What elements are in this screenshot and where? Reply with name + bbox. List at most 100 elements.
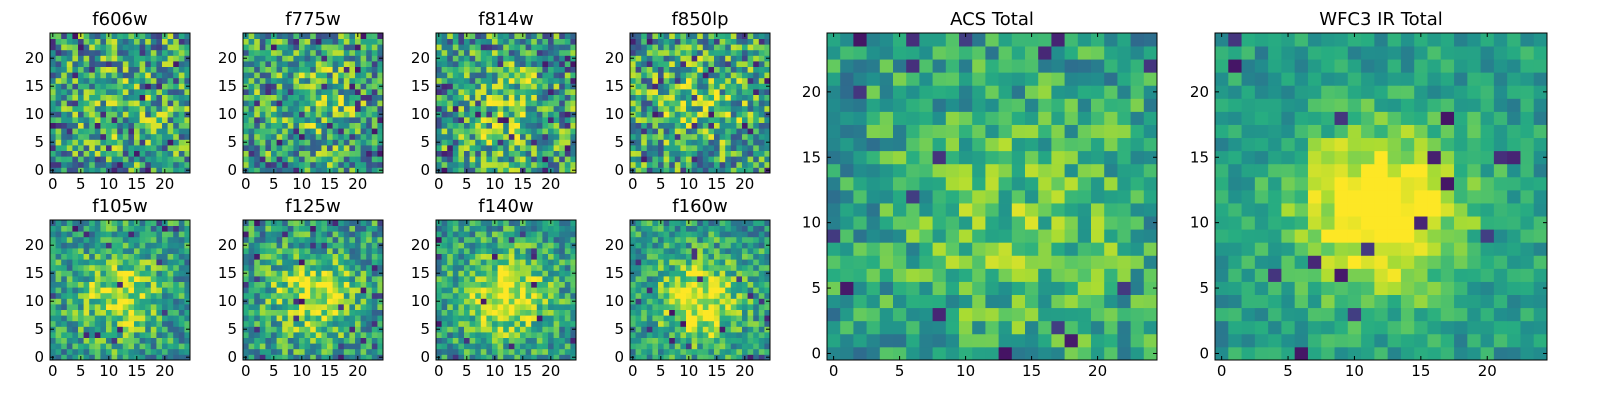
heatmap-cell — [630, 100, 636, 107]
heatmap-cell — [271, 128, 277, 135]
heatmap-cell — [508, 259, 515, 266]
heatmap-cell — [680, 354, 687, 361]
heatmap-cell — [452, 337, 459, 344]
heatmap-cell — [178, 264, 185, 271]
heatmap-cell — [753, 111, 760, 118]
heatmap-cell — [61, 225, 68, 232]
heatmap-cell — [708, 332, 715, 338]
heatmap-cell — [548, 38, 554, 45]
heatmap-cell — [276, 276, 283, 282]
heatmap-cell — [492, 49, 498, 56]
heatmap-cell — [641, 44, 648, 51]
heatmap-cell — [173, 133, 180, 140]
heatmap-cell — [254, 111, 261, 118]
heatmap-cell — [736, 100, 743, 107]
heatmap-cell — [355, 281, 361, 288]
heatmap-cell — [327, 281, 333, 288]
heatmap-cell — [117, 156, 124, 163]
heatmap-cell — [542, 133, 549, 140]
heatmap-cell — [78, 264, 84, 271]
heatmap-cell — [50, 231, 56, 238]
heatmap-cell — [702, 55, 709, 62]
heatmap-cell — [475, 117, 482, 123]
heatmap-cell — [61, 348, 68, 355]
heatmap-cell — [349, 100, 356, 107]
heatmap-cell — [663, 167, 670, 174]
heatmap-cell — [299, 236, 305, 243]
heatmap-cell — [475, 49, 482, 56]
heatmap-cell — [469, 38, 476, 45]
heatmap-cell — [736, 111, 743, 118]
heatmap-cell — [61, 309, 68, 316]
heatmap-cell — [128, 156, 135, 163]
heatmap-cell — [248, 150, 255, 157]
heatmap-cell — [83, 332, 90, 338]
heatmap-cell — [100, 44, 107, 51]
heatmap-cell — [89, 343, 96, 350]
heatmap-cell — [436, 315, 442, 322]
heatmap-cell — [366, 343, 373, 350]
heatmap-cell — [753, 66, 760, 73]
heatmap-cell — [669, 72, 676, 79]
heatmap-cell — [134, 89, 140, 95]
heatmap-cell — [167, 332, 174, 338]
heatmap-cell — [139, 259, 146, 266]
heatmap-cell — [514, 326, 521, 333]
heatmap-cell — [128, 320, 135, 327]
heatmap-cell — [55, 133, 62, 140]
heatmap-cell — [134, 332, 140, 338]
heatmap-cell — [371, 298, 378, 305]
heatmap-cell — [475, 77, 482, 84]
heatmap-cell — [377, 44, 384, 51]
heatmap-cell — [641, 105, 648, 112]
heatmap-cell — [287, 309, 294, 316]
heatmap-cell — [758, 309, 765, 316]
heatmap-cell — [531, 100, 538, 107]
heatmap-cell — [293, 287, 300, 294]
heatmap-cell — [167, 231, 174, 238]
heatmap-cell — [366, 100, 373, 107]
heatmap-cell — [276, 156, 283, 163]
heatmap-cell — [156, 259, 163, 266]
heatmap-cell — [486, 167, 493, 174]
heatmap-cell — [452, 139, 459, 146]
heatmap-cell — [764, 309, 771, 316]
heatmap-cell — [764, 122, 771, 129]
heatmap-cell — [310, 309, 317, 316]
heatmap-cell — [475, 111, 482, 118]
heatmap-cell — [111, 49, 118, 56]
heatmap-cell — [464, 94, 470, 101]
heatmap-cell — [531, 326, 538, 333]
heatmap-cell — [447, 61, 454, 67]
heatmap-cell — [702, 117, 709, 123]
panel-title: f850lp — [671, 9, 728, 30]
heatmap-cell — [327, 72, 333, 79]
heatmap-cell — [553, 343, 560, 350]
heatmap-cell — [111, 150, 118, 157]
heatmap-cell — [730, 315, 737, 322]
heatmap-cell — [343, 281, 350, 288]
heatmap-cell — [458, 292, 465, 299]
heatmap-cell — [243, 66, 249, 73]
heatmap-cell — [753, 298, 760, 305]
heatmap-cell — [725, 89, 732, 95]
heatmap-cell — [94, 38, 101, 45]
heatmap-cell — [536, 236, 543, 243]
heatmap-cell — [514, 236, 521, 243]
heatmap-cell — [663, 304, 670, 310]
heatmap-cell — [134, 72, 140, 79]
heatmap-cell — [338, 150, 345, 157]
heatmap-cell — [66, 49, 73, 56]
heatmap-cell — [742, 156, 748, 163]
heatmap-cell — [377, 161, 384, 168]
heatmap-cell — [122, 55, 129, 62]
heatmap-cell — [525, 55, 532, 62]
heatmap-cell — [282, 66, 289, 73]
heatmap-cell — [377, 225, 384, 232]
heatmap-cell — [497, 348, 504, 355]
heatmap-cell — [128, 231, 135, 238]
heatmap-cell — [184, 281, 191, 288]
heatmap-cell — [276, 281, 283, 288]
heatmap-cell — [680, 72, 687, 79]
heatmap-cell — [536, 55, 543, 62]
